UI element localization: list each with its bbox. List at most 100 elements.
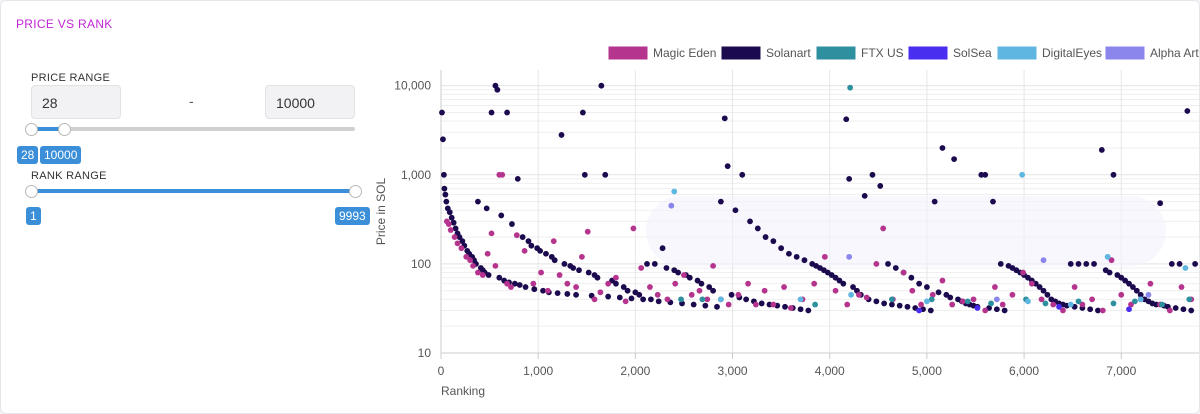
- point-magic-eden: [873, 260, 880, 267]
- y-axis-label: Price in SOL: [374, 177, 388, 245]
- point-solanart: [732, 207, 739, 214]
- point-solanart: [982, 171, 989, 178]
- point-ftx-us: [988, 300, 994, 307]
- point-digitaleyes: [1067, 301, 1074, 308]
- point-solanart: [1106, 269, 1113, 276]
- point-solanart: [801, 257, 808, 264]
- point-solanart: [1176, 260, 1183, 267]
- point-magic-eden: [654, 291, 661, 298]
- point-magic-eden: [949, 301, 956, 308]
- point-solanart: [951, 156, 958, 163]
- point-magic-eden: [781, 284, 787, 290]
- chart-legend[interactable]: Magic Eden Solanart FTX US SolSea DigitalEye…: [608, 46, 1199, 60]
- point-ftx-us: [1131, 298, 1138, 305]
- point-magic-eden: [811, 280, 818, 287]
- point-solanart: [494, 86, 501, 93]
- point-solanart: [747, 218, 753, 225]
- point-solanart: [702, 302, 709, 309]
- point-magic-eden: [492, 262, 499, 269]
- point-solanart: [1095, 307, 1101, 314]
- legend-item-magic-eden[interactable]: Magic Eden: [608, 46, 716, 60]
- point-magic-eden: [479, 272, 486, 278]
- price-max-tooltip: 10000: [40, 146, 82, 164]
- point-solanart: [456, 234, 463, 240]
- point-solanart: [441, 185, 448, 192]
- point-solanart: [576, 267, 582, 274]
- point-magic-eden: [1050, 301, 1057, 308]
- legend-swatch: [997, 46, 1037, 60]
- chart-grid: [440, 70, 1199, 354]
- point-solanart: [594, 274, 601, 281]
- point-solanart: [1091, 260, 1097, 267]
- price-min-input[interactable]: 28: [31, 85, 121, 119]
- point-solanart: [754, 225, 761, 232]
- point-solanart: [1075, 260, 1082, 267]
- point-magic-eden: [463, 253, 470, 260]
- point-magic-eden: [1038, 296, 1045, 303]
- point-solanart: [947, 294, 954, 301]
- legend-item-digitaleyes[interactable]: DigitalEyes: [997, 46, 1102, 60]
- point-magic-eden: [499, 171, 506, 178]
- point-solanart: [554, 290, 561, 297]
- point-magic-eden: [918, 301, 924, 308]
- point-solanart: [1044, 291, 1051, 298]
- point-solanart: [1122, 277, 1129, 284]
- price-max-input[interactable]: 10000: [265, 85, 355, 119]
- point-solanart: [579, 109, 586, 116]
- point-magic-eden: [573, 284, 579, 290]
- legend-item-alpha-art[interactable]: Alpha Art: [1105, 46, 1199, 60]
- y-tick-label: 10,000: [394, 79, 431, 93]
- point-solanart: [861, 192, 868, 199]
- price-slider-max-thumb[interactable]: [58, 123, 71, 136]
- point-solanart: [613, 280, 619, 287]
- legend-swatch: [816, 46, 856, 60]
- chart-points: [439, 82, 1199, 314]
- point-solanart: [885, 260, 891, 267]
- point-solanart: [840, 280, 847, 287]
- point-solanart: [528, 242, 535, 249]
- rank-slider-max-thumb[interactable]: [349, 185, 362, 198]
- point-solanart: [624, 287, 631, 294]
- point-solanart: [516, 282, 523, 288]
- point-magic-eden: [761, 287, 768, 294]
- point-solanart: [1192, 260, 1199, 267]
- point-magic-eden: [696, 287, 703, 294]
- point-alpha-art: [993, 296, 1000, 303]
- point-magic-eden: [467, 257, 474, 264]
- point-solanart: [916, 280, 923, 287]
- point-solanart: [850, 284, 856, 290]
- point-magic-eden: [556, 272, 563, 278]
- legend-label: Solanart: [766, 46, 811, 60]
- point-magic-eden: [745, 280, 751, 287]
- rank-slider-min-thumb[interactable]: [25, 185, 38, 198]
- point-solanart: [1168, 260, 1175, 267]
- point-solanart: [1137, 291, 1144, 298]
- point-magic-eden: [470, 262, 476, 269]
- point-magic-eden: [638, 265, 645, 271]
- price-slider-min-thumb[interactable]: [25, 123, 38, 136]
- legend-item-solanart[interactable]: Solanart: [721, 46, 811, 60]
- point-solanart: [927, 307, 934, 314]
- point-solanart: [939, 145, 946, 151]
- point-solanart: [805, 307, 812, 314]
- watermark-logo: [646, 196, 1166, 266]
- point-ftx-us: [699, 296, 706, 303]
- point-solanart: [640, 296, 647, 303]
- x-tick-label: 2,000: [620, 364, 650, 378]
- price-rank-scatter-chart: Magic Eden Solanart FTX US SolSea DigitalEye…: [374, 46, 1199, 398]
- price-slider-track[interactable]: [31, 127, 355, 131]
- point-solanart: [1188, 307, 1195, 314]
- point-alpha-art: [1040, 257, 1047, 264]
- point-magic-eden: [550, 238, 557, 245]
- point-solanart: [793, 253, 800, 260]
- point-solanart: [990, 198, 996, 205]
- point-solanart: [710, 287, 717, 294]
- point-alpha-art: [668, 202, 675, 209]
- price-min-tooltip: 28: [17, 146, 39, 164]
- point-solanart: [877, 183, 884, 189]
- legend-item-solsea[interactable]: SolSea: [908, 46, 992, 60]
- legend-item-ftx-us[interactable]: FTX US: [816, 46, 904, 60]
- point-solanart: [659, 245, 666, 252]
- point-solanart: [743, 296, 750, 303]
- point-solanart: [1130, 284, 1136, 290]
